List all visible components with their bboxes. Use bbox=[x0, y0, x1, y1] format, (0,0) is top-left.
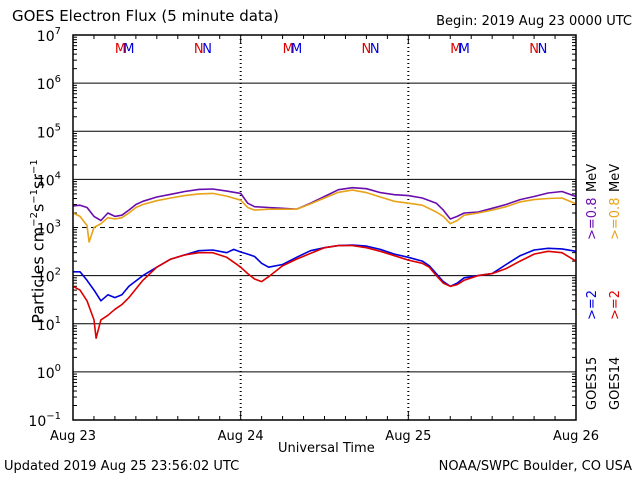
legend-goes15-sat: GOES15 bbox=[585, 356, 600, 410]
marker-label: M bbox=[459, 42, 470, 57]
y-tick-label: 105 bbox=[37, 122, 61, 141]
marker-label: N bbox=[362, 42, 372, 57]
y-tick-exponent: 5 bbox=[55, 122, 61, 133]
x-tick-label: Aug 26 bbox=[553, 429, 599, 444]
y-tick-exponent: −1 bbox=[46, 411, 61, 422]
series-line-2 bbox=[73, 244, 577, 302]
marker-label: M bbox=[283, 42, 294, 57]
y-tick-label: 100 bbox=[37, 363, 61, 382]
legend-goes14-sat: GOES14 bbox=[608, 356, 623, 410]
legend-goes15-low: >=2 bbox=[585, 289, 600, 320]
x-axis-label: Universal Time bbox=[278, 441, 375, 456]
begin-time: Begin: 2019 Aug 23 0000 UTC bbox=[436, 14, 632, 29]
chart-title: GOES Electron Flux (5 minute data) bbox=[12, 7, 279, 25]
legend-goes15: GOES15 >=2 >=0.8 MeV bbox=[585, 40, 605, 420]
legend-goes14: GOES14 >=2 >=0.8 MeV bbox=[608, 40, 628, 420]
legend-goes14-low: >=2 bbox=[608, 289, 623, 320]
series-line-0 bbox=[72, 186, 577, 222]
x-tick-label: Aug 23 bbox=[50, 429, 96, 444]
legend-goes14-high: >=0.8 bbox=[608, 197, 623, 240]
marker-label: N bbox=[202, 42, 212, 57]
y-tick-exponent: 6 bbox=[55, 74, 61, 85]
marker-label: M bbox=[291, 42, 302, 57]
y-tick-exponent: 2 bbox=[55, 267, 61, 278]
plot-frame bbox=[72, 34, 577, 421]
legend-goes14-unit: MeV bbox=[608, 163, 623, 192]
credit-text: NOAA/SWPC Boulder, CO USA bbox=[438, 459, 632, 474]
legend-goes15-high: >=0.8 bbox=[585, 197, 600, 240]
series-line-1 bbox=[72, 189, 577, 243]
y-axis-label: Particles cm−2s−1sr−1 bbox=[28, 159, 48, 324]
marker-label: N bbox=[370, 42, 380, 57]
y-tick-exponent: 7 bbox=[55, 26, 61, 37]
y-tick-label: 106 bbox=[37, 74, 61, 93]
marker-label: M bbox=[450, 42, 461, 57]
y-tick-exponent: 1 bbox=[55, 315, 61, 326]
legend-goes15-unit: MeV bbox=[585, 163, 600, 192]
marker-label: N bbox=[538, 42, 548, 57]
marker-label: M bbox=[115, 42, 126, 57]
y-tick-exponent: 0 bbox=[55, 363, 61, 374]
y-tick-label: 107 bbox=[37, 26, 61, 45]
x-tick-label: Aug 25 bbox=[385, 429, 431, 444]
updated-time: Updated 2019 Aug 25 23:56:02 UTC bbox=[4, 459, 240, 474]
marker-label: N bbox=[529, 42, 539, 57]
y-tick-exponent: 4 bbox=[55, 170, 61, 181]
series-line-3 bbox=[72, 244, 577, 340]
marker-label: N bbox=[194, 42, 204, 57]
y-tick-label: 10−1 bbox=[28, 411, 61, 430]
y-tick-exponent: 3 bbox=[55, 219, 61, 230]
marker-label: M bbox=[123, 42, 134, 57]
x-tick-label: Aug 24 bbox=[218, 429, 264, 444]
